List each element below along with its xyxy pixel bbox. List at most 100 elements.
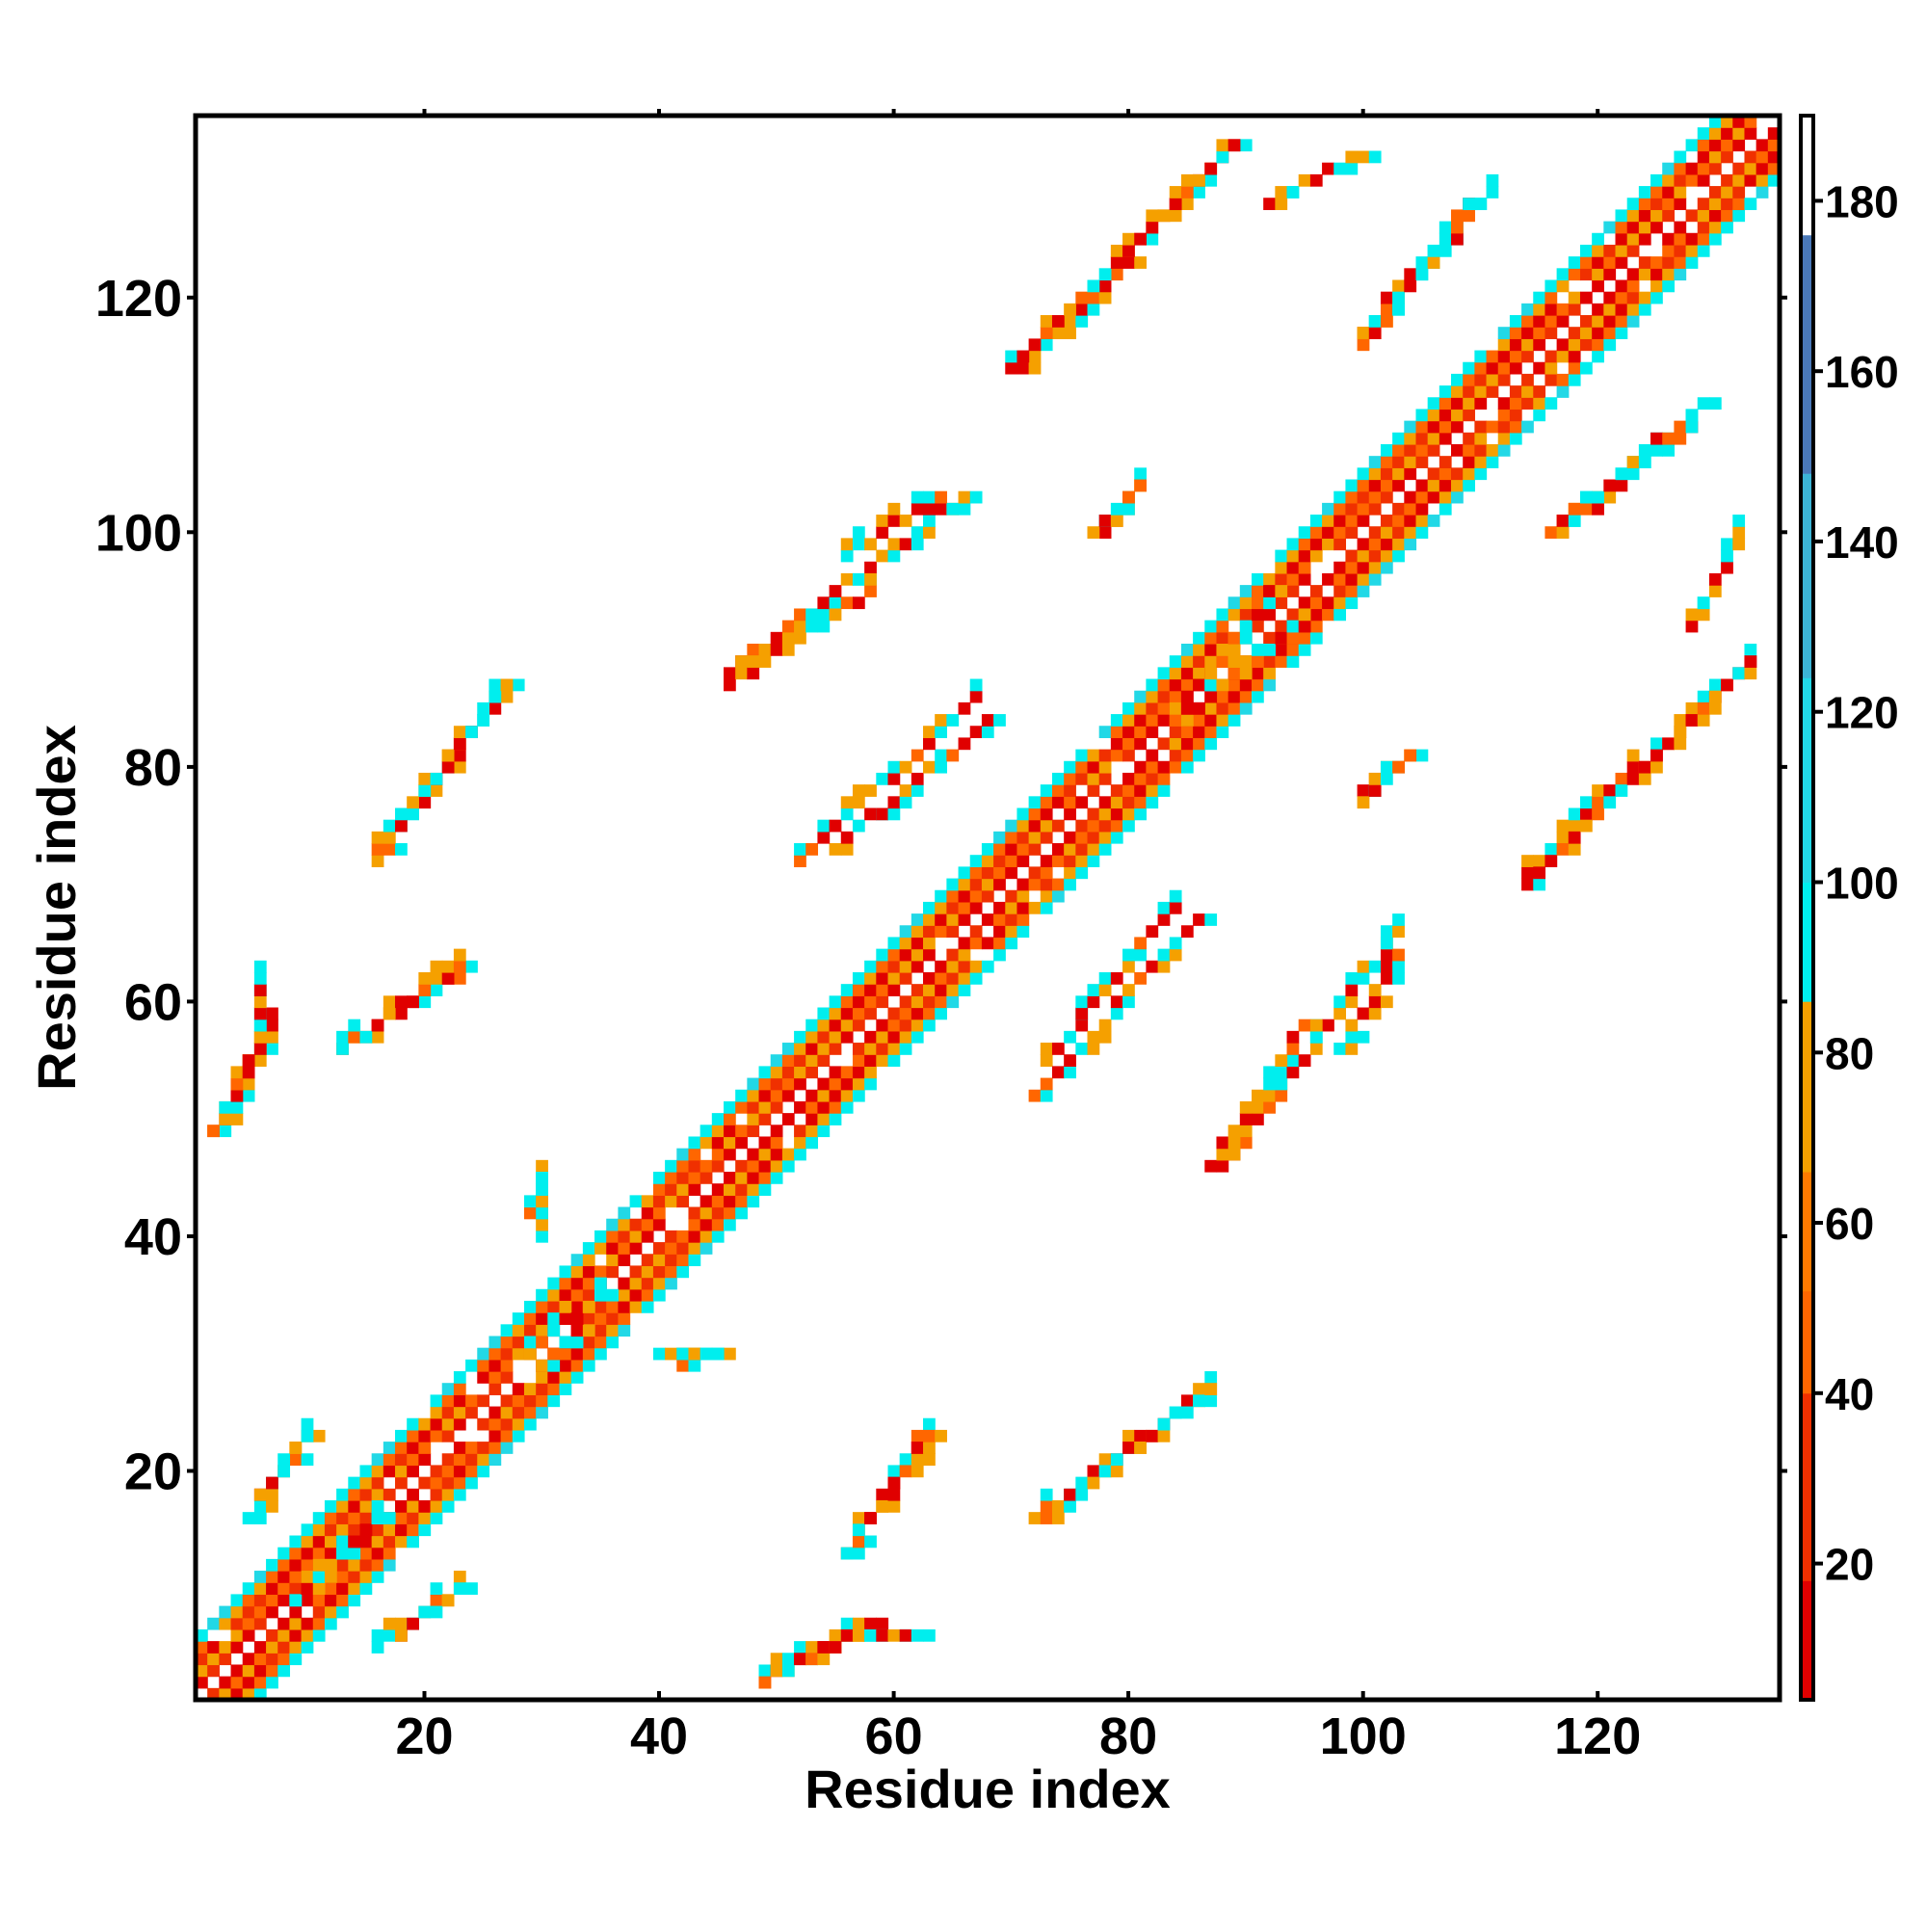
heatmap-cell: [711, 1125, 725, 1138]
heatmap-cell: [1169, 937, 1182, 950]
heatmap-cell: [1474, 467, 1488, 481]
heatmap-cell: [805, 1125, 819, 1138]
heatmap-cell: [794, 1043, 806, 1055]
heatmap-cell: [1451, 420, 1464, 434]
heatmap-cell: [1345, 561, 1359, 574]
heatmap-cell: [1626, 279, 1640, 293]
heatmap-cell: [500, 1324, 514, 1337]
heatmap-cell: [418, 984, 432, 996]
heatmap-cell: [758, 1136, 772, 1150]
heatmap-cell: [876, 1043, 889, 1055]
heatmap-cell: [512, 1347, 525, 1361]
heatmap-cell: [1556, 819, 1570, 833]
heatmap-cell: [1721, 561, 1733, 574]
heatmap-cell: [1380, 760, 1393, 774]
heatmap-cell: [981, 866, 994, 880]
heatmap-cell: [1674, 268, 1687, 281]
heatmap-cell: [1368, 315, 1382, 328]
heatmap-cell: [1721, 209, 1733, 223]
heatmap-cell: [230, 1113, 244, 1125]
heatmap-cell: [981, 937, 994, 950]
heatmap-cell: [899, 796, 912, 809]
heatmap-cell: [1544, 279, 1558, 293]
heatmap-cell: [1146, 784, 1159, 797]
heatmap-cell: [1064, 772, 1076, 785]
heatmap-cell: [935, 1007, 947, 1020]
heatmap-cell: [1368, 538, 1382, 551]
heatmap-cell: [1427, 490, 1440, 504]
heatmap-cell: [1227, 690, 1241, 703]
heatmap-cell: [1227, 667, 1241, 680]
heatmap-cell: [688, 1230, 701, 1243]
heatmap-cell: [1697, 596, 1710, 610]
heatmap-cell: [570, 1277, 584, 1290]
heatmap-cell: [488, 1442, 502, 1454]
heatmap-cell: [887, 1030, 901, 1044]
heatmap-cell: [1345, 1019, 1359, 1032]
heatmap-cell: [1146, 714, 1159, 727]
heatmap-cell: [336, 1558, 349, 1572]
heatmap-cell: [1544, 350, 1558, 363]
heatmap-cell: [1286, 1043, 1300, 1055]
heatmap-cell: [1451, 467, 1464, 481]
heatmap-cell: [876, 948, 889, 962]
heatmap-cell: [1415, 749, 1429, 762]
heatmap-cell: [852, 1535, 865, 1548]
heatmap-cell: [1286, 1066, 1300, 1079]
heatmap-cell: [864, 784, 877, 797]
x-tick-label: 100: [1320, 1707, 1407, 1765]
heatmap-cell: [1180, 1394, 1194, 1408]
heatmap-cell: [1357, 479, 1370, 492]
heatmap-cell: [547, 1300, 561, 1313]
heatmap-cell: [371, 1499, 384, 1513]
heatmap-cell: [1451, 373, 1464, 386]
heatmap-cell: [1051, 1512, 1065, 1524]
heatmap-cell: [1180, 690, 1194, 703]
heatmap-cell: [1697, 127, 1710, 140]
heatmap-cell: [758, 1676, 772, 1689]
heatmap-cell: [735, 1195, 748, 1208]
heatmap-cell: [1005, 831, 1018, 844]
heatmap-cell: [840, 796, 854, 809]
heatmap-cell: [1134, 760, 1147, 774]
heatmap-cell: [735, 1125, 748, 1138]
heatmap-cell: [935, 490, 947, 504]
heatmap-cell: [1216, 139, 1229, 152]
heatmap-cell: [1544, 855, 1558, 867]
heatmap-cell: [1674, 162, 1687, 175]
heatmap-cell: [277, 1664, 291, 1678]
heatmap-cell: [1169, 186, 1182, 198]
heatmap-cell: [547, 1277, 561, 1290]
heatmap-cell: [336, 1582, 349, 1595]
heatmap-cell: [1239, 139, 1253, 152]
colorbar: [1801, 116, 1813, 1701]
heatmap-cell: [735, 667, 748, 680]
heatmap-cell: [407, 1535, 419, 1548]
heatmap-cell: [430, 984, 443, 996]
heatmap-cell: [594, 1230, 607, 1243]
heatmap-cell: [958, 737, 971, 751]
heatmap-cell: [899, 960, 912, 973]
heatmap-cell: [1227, 139, 1241, 152]
heatmap-cell: [852, 984, 865, 996]
heatmap-cell: [1180, 726, 1194, 739]
heatmap-cell: [359, 1547, 373, 1560]
heatmap-cell: [829, 819, 842, 833]
heatmap-cell: [1592, 502, 1604, 516]
heatmap-cell: [864, 1628, 877, 1642]
heatmap-cell: [230, 1664, 244, 1678]
heatmap-cell: [606, 1254, 619, 1267]
heatmap-cell: [1134, 479, 1147, 492]
heatmap-cell: [1732, 173, 1746, 187]
heatmap-cell: [887, 1476, 901, 1490]
heatmap-cell: [407, 1523, 419, 1537]
heatmap-cell: [1568, 831, 1581, 844]
heatmap-cell: [301, 1523, 314, 1537]
heatmap-cell: [1087, 291, 1100, 304]
heatmap-cell: [829, 843, 842, 856]
heatmap-cell: [770, 1136, 783, 1150]
heatmap-cell: [253, 1488, 267, 1501]
heatmap-cell: [817, 1019, 831, 1032]
heatmap-cell: [887, 1054, 901, 1067]
heatmap-cell: [488, 1359, 502, 1372]
